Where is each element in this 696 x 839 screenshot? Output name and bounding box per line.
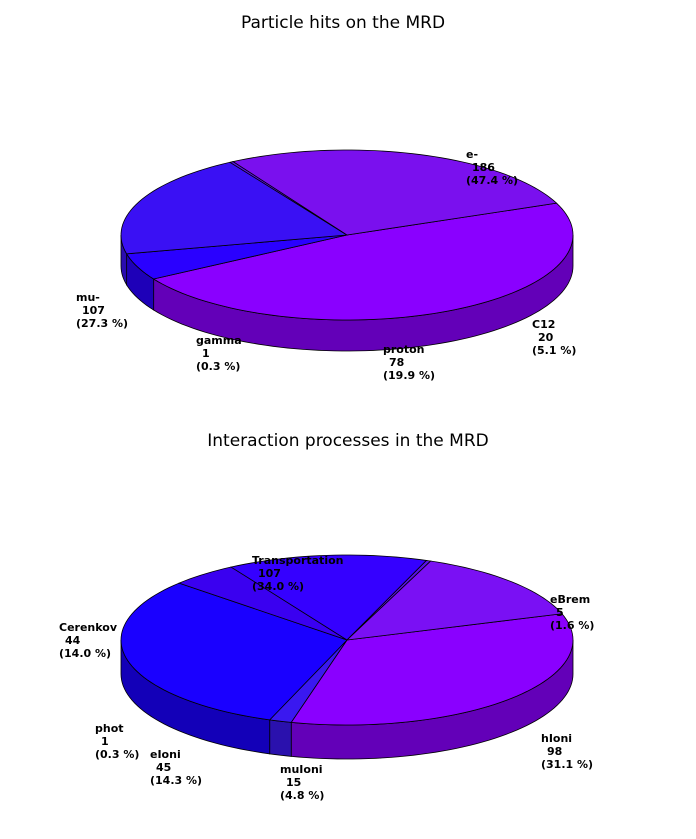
pie-tops — [120, 149, 574, 321]
chart-title: Particle hits on the MRD — [241, 13, 445, 33]
pie-slice-cerenkov — [345, 560, 563, 641]
pie-sides — [120, 639, 574, 760]
slice-label-gamma: gamma 1 (0.3 %) — [196, 334, 242, 373]
slice-label-e: e-186 (47.4 %) — [466, 148, 518, 187]
pie-slice-hioni — [120, 582, 348, 721]
pie-side-ebrem — [269, 719, 292, 757]
pie-slice-e — [152, 202, 574, 321]
pie-labels: Transportation 107 (34.0 %) eBrem 5 (1.6 %) hI… — [59, 554, 594, 802]
pie-tops — [120, 554, 574, 726]
pie-slice-muioni — [177, 566, 348, 641]
slice-label-proton: proton 78 (19.9 %) — [383, 343, 435, 382]
slice-label-transportation: Transportation 107 (34.0 %) — [252, 554, 343, 593]
slice-label-mu: mu-107 (27.3 %) — [76, 291, 128, 330]
slice-label-muioni: muIoni 15 (4.8 %) — [280, 763, 324, 802]
slice-label-hioni: hIoni 98 (31.1 %) — [541, 732, 593, 771]
slice-label-c12: C12 20 (5.1 %) — [532, 318, 576, 357]
pie-chart-1: Particle hits on the MRD e-186 (47.4 %) C12… — [76, 13, 576, 382]
pie-slice-proton — [120, 161, 349, 255]
pie-slice-mu — [232, 149, 558, 236]
pie-labels: e-186 (47.4 %) C12 20 (5.1 %) proton 78 (19.9 %… — [76, 148, 576, 382]
slice-label-cerenkov: Cerenkov 44 (14.0 %) — [59, 621, 118, 660]
slice-label-eioni: eIoni 45 (14.3 %) — [150, 748, 202, 787]
slice-label-ebrem: eBrem 5 (1.6 %) — [550, 593, 594, 632]
pie-slice-c12 — [125, 234, 348, 280]
pie-slice-eioni — [230, 554, 428, 641]
pie-chart-2: Interaction processes in the MRD Transpor… — [59, 431, 594, 802]
slice-label-phot: phot 1 (0.3 %) — [95, 722, 139, 761]
chart-title: Interaction processes in the MRD — [207, 431, 488, 451]
pie-slice-transportation — [290, 613, 574, 726]
